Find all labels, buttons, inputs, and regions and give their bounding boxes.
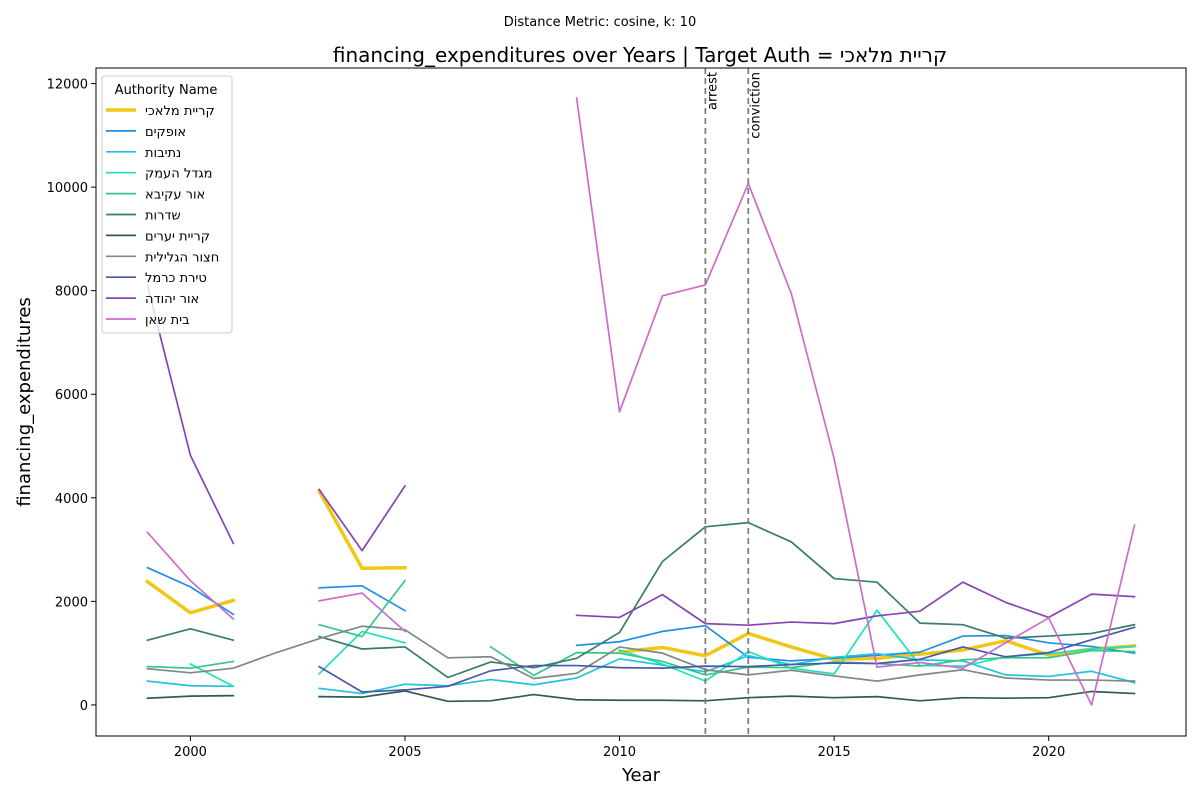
legend-label: טירת כרמל [145,271,207,286]
series-line-4 [146,579,1136,677]
legend-label: אור יהודה [145,292,199,307]
series-line-8 [317,626,1136,693]
legend-label: אור עקיבא [145,188,205,203]
series-line-2 [146,652,1136,695]
y-axis: 0 2000 4000 6000 8000 10000 12000 [47,78,96,714]
x-tick-label: 2010 [603,745,636,760]
plot-area: arrest conviction [95,67,1187,737]
x-axis-label: Year [621,765,661,786]
series-lines [145,97,1137,706]
y-tick-label: 2000 [55,595,88,610]
event-label-conviction: conviction [748,72,763,139]
x-axis: 2000 2005 2010 2015 2020 [174,736,1065,760]
plot-frame [95,67,1187,737]
event-label-arrest: arrest [705,72,720,110]
series-line-5 [146,521,1136,679]
y-tick-label: 6000 [55,388,88,403]
y-tick-label: 0 [80,699,88,714]
y-tick-label: 10000 [47,181,88,196]
series-line-10 [146,97,1136,706]
legend-box [101,75,233,334]
legend-label: אופקים [145,125,186,140]
legend-title: Authority Name [115,83,218,98]
legend-label: חצור הגלילית [145,250,219,265]
x-tick-label: 2015 [818,745,851,760]
x-tick-label: 2020 [1032,745,1065,760]
series-line-0 [145,488,1137,662]
legend-label: נתיבות [145,146,181,161]
legend-label: בית שאן [145,313,190,328]
legend-label: קריית מלאכי [145,104,215,119]
series-line-9 [146,284,1136,627]
legend-label: קריית יערים [145,229,210,244]
series-line-7 [146,625,1136,682]
x-tick-label: 2000 [174,745,207,760]
x-tick-label: 2005 [388,745,421,760]
y-tick-label: 8000 [55,285,88,300]
y-tick-label: 12000 [47,78,88,93]
legend: Authority Name קריית מלאכי אופקים נתיבות מג… [101,75,233,334]
legend-entries: קריית מלאכי אופקים נתיבות מגדל העמק אור עקיב… [106,104,219,328]
series-line-6 [146,690,1136,703]
legend-label: מגדל העמק [145,167,213,182]
y-tick-label: 4000 [55,492,88,507]
legend-label: שדרות [145,209,181,224]
chart-title: financing_expenditures over Years | Targ… [333,43,947,67]
y-axis-label: financing_expenditures [14,297,35,507]
chart-suptitle: Distance Metric: cosine, k: 10 [504,15,696,30]
event-lines: arrest conviction [704,68,763,736]
